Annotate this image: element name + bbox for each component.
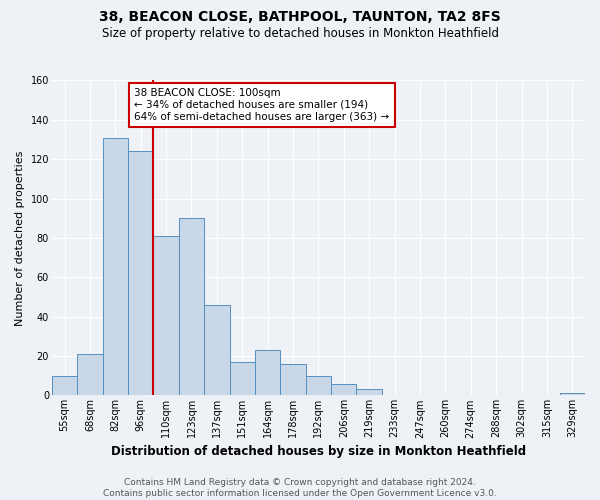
Text: Size of property relative to detached houses in Monkton Heathfield: Size of property relative to detached ho… xyxy=(101,28,499,40)
Bar xyxy=(560,394,585,396)
Bar xyxy=(204,305,230,396)
Bar xyxy=(255,350,280,396)
Text: Contains HM Land Registry data © Crown copyright and database right 2024.
Contai: Contains HM Land Registry data © Crown c… xyxy=(103,478,497,498)
Y-axis label: Number of detached properties: Number of detached properties xyxy=(15,150,25,326)
Bar xyxy=(77,354,103,396)
Bar xyxy=(280,364,306,396)
Bar xyxy=(306,376,331,396)
Bar xyxy=(128,152,154,396)
Bar xyxy=(356,390,382,396)
Bar xyxy=(331,384,356,396)
Bar xyxy=(179,218,204,396)
Text: 38 BEACON CLOSE: 100sqm
← 34% of detached houses are smaller (194)
64% of semi-d: 38 BEACON CLOSE: 100sqm ← 34% of detache… xyxy=(134,88,389,122)
Bar xyxy=(103,138,128,396)
X-axis label: Distribution of detached houses by size in Monkton Heathfield: Distribution of detached houses by size … xyxy=(111,444,526,458)
Bar xyxy=(230,362,255,396)
Bar xyxy=(52,376,77,396)
Text: 38, BEACON CLOSE, BATHPOOL, TAUNTON, TA2 8FS: 38, BEACON CLOSE, BATHPOOL, TAUNTON, TA2… xyxy=(99,10,501,24)
Bar xyxy=(154,236,179,396)
